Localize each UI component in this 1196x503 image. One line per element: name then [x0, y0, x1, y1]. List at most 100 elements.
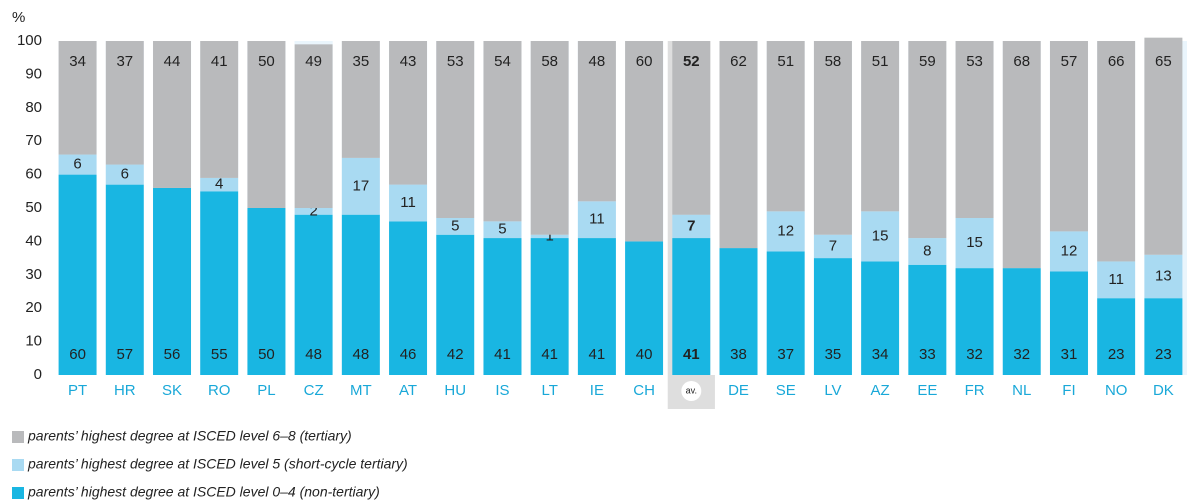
column-gap	[143, 41, 153, 375]
bar-segment	[105, 41, 144, 165]
bar-segment	[483, 41, 522, 222]
data-label: 66	[1108, 53, 1125, 70]
bar-segment	[861, 41, 900, 212]
bar-segment	[247, 41, 286, 208]
data-label: 51	[777, 53, 794, 70]
y-tick-label: 50	[25, 199, 42, 216]
data-label: 37	[777, 346, 794, 363]
bar-segment	[908, 264, 947, 375]
bar-segment	[908, 238, 947, 265]
data-label: 38	[730, 346, 747, 363]
data-label: 53	[447, 53, 464, 70]
bar-segment	[625, 241, 664, 375]
y-tick-label: 20	[25, 299, 42, 316]
bar-segment	[1002, 268, 1041, 375]
data-label: 13	[1155, 267, 1172, 284]
data-label: 11	[1108, 271, 1124, 288]
data-label: 52	[683, 53, 700, 70]
x-tick-label: HU	[444, 382, 466, 399]
bar-segment	[341, 157, 380, 215]
bar-segment	[955, 41, 994, 219]
x-tick-label: HR	[114, 382, 136, 399]
data-label: 41	[589, 346, 606, 363]
bar-segment	[105, 164, 144, 185]
data-label: 62	[730, 53, 747, 70]
data-label: 42	[447, 346, 464, 363]
column-gap	[285, 41, 295, 375]
column-gap	[993, 41, 1003, 375]
bar-segment	[813, 258, 852, 375]
data-label: 60	[636, 53, 653, 70]
data-label: 1	[546, 227, 554, 244]
bar-segment	[58, 154, 97, 175]
x-tick-label: PL	[257, 382, 275, 399]
bar-segment	[483, 221, 522, 239]
data-label: 65	[1155, 53, 1172, 70]
data-label: 7	[687, 217, 695, 234]
bar-segment	[247, 208, 286, 375]
legend-label: parents’ highest degree at ISCED level 0…	[27, 484, 380, 500]
bar-segment	[341, 41, 380, 158]
data-label: 44	[164, 53, 181, 70]
bar-segment	[672, 214, 711, 239]
bar-segment	[389, 41, 428, 185]
data-label: 46	[400, 346, 417, 363]
bar-segment	[530, 41, 569, 235]
bar-segment	[294, 214, 333, 375]
bar-segment	[200, 41, 239, 178]
data-label: 37	[116, 53, 133, 70]
column-gap	[852, 41, 862, 375]
bar-segment	[530, 234, 569, 239]
data-label: 58	[541, 53, 558, 70]
x-tick-label: MT	[350, 382, 372, 399]
data-label: 48	[353, 346, 370, 363]
bar-segment	[766, 211, 805, 252]
bar-segment	[813, 41, 852, 235]
data-label: 43	[400, 53, 417, 70]
bar-segment	[766, 41, 805, 212]
data-label: 60	[69, 346, 86, 363]
data-label: 23	[1155, 346, 1172, 363]
bar-segment	[153, 187, 192, 375]
bar-segment	[341, 214, 380, 375]
data-label: 6	[73, 156, 81, 173]
bar-segment	[577, 238, 616, 375]
bar-segment	[1002, 41, 1041, 269]
x-tick-label: IS	[495, 382, 509, 399]
bar-segment	[861, 211, 900, 262]
data-label: 15	[872, 227, 889, 244]
bar-segment	[625, 41, 664, 242]
bar-segment	[719, 248, 758, 375]
x-tick-label: LV	[824, 382, 841, 399]
bar-segment	[1049, 231, 1088, 272]
legend-swatch	[12, 459, 24, 471]
bar-segment	[1144, 254, 1183, 299]
data-label: 58	[825, 53, 842, 70]
data-label: 32	[1013, 346, 1030, 363]
y-tick-label: 70	[25, 132, 42, 149]
data-label: 5	[498, 221, 506, 238]
column-gap	[946, 41, 956, 375]
x-tick-label: SE	[776, 382, 796, 399]
bar-segment	[389, 184, 428, 222]
bar-segment	[436, 41, 475, 219]
data-label: 17	[353, 177, 370, 194]
x-tick-label: DK	[1153, 382, 1174, 399]
data-label: 48	[305, 346, 322, 363]
y-tick-label: 90	[25, 65, 42, 82]
data-label: 2	[309, 202, 317, 219]
column-gap	[1040, 41, 1050, 375]
bar-segment	[1049, 271, 1088, 375]
x-tick-label: DE	[728, 382, 749, 399]
bar-segment	[200, 191, 239, 375]
bar-segment	[58, 174, 97, 375]
data-label: 34	[872, 346, 889, 363]
bar-segment	[1144, 37, 1183, 255]
column-gap	[191, 41, 201, 375]
column-gap	[757, 41, 767, 375]
y-tick-label: 80	[25, 99, 42, 116]
bar-segment	[861, 261, 900, 375]
bar-segment	[719, 41, 758, 249]
bar-segment	[105, 184, 144, 375]
